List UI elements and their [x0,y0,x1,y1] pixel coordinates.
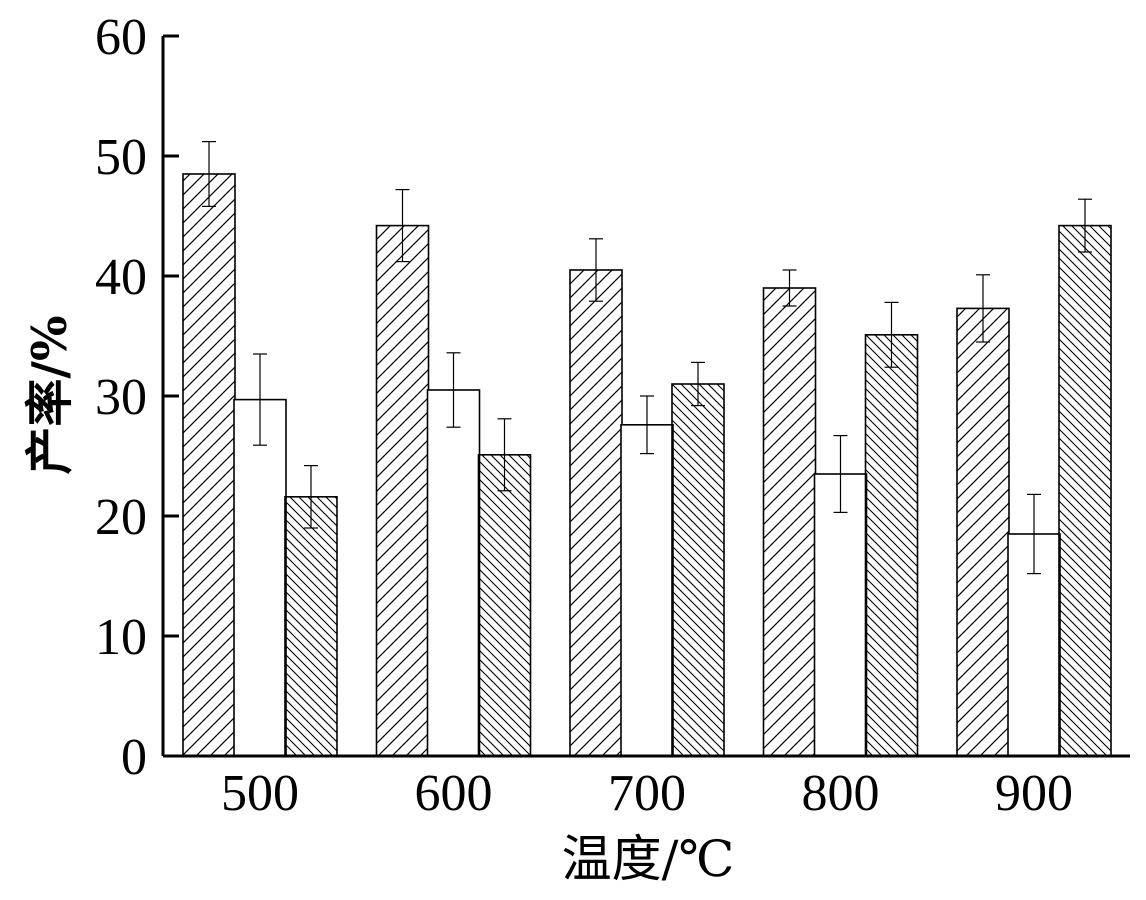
y-tick-label: 40 [95,249,147,306]
error-bar-700-series-3 [691,361,705,407]
error-bar-500-series-1 [202,141,216,207]
bar-600-series-2 [426,389,481,757]
y-axis-title: 产率/% [22,315,78,474]
x-tick-label: 700 [608,765,686,822]
error-bar-700-series-1 [589,238,603,302]
error-bar-600-series-1 [395,189,410,263]
error-bar-500-series-2 [253,353,267,446]
bar-900-series-3 [1058,224,1112,757]
y-tick-label: 20 [95,489,147,546]
bar-700-series-1 [569,269,623,757]
error-bar-700-series-2 [640,395,654,455]
error-bar-900-series-1 [976,274,990,343]
x-tick-label: 600 [415,765,493,822]
error-bars-layer [202,141,1092,575]
x-tick-labels: 500 600 700 800 900 [221,765,1073,822]
y-tick-label: 10 [95,609,147,666]
error-bar-900-series-2 [1027,493,1041,575]
y-tick-label: 0 [121,729,147,786]
bar-700-series-3 [671,383,725,757]
y-ticks: 0 10 20 30 40 50 60 [95,9,179,786]
bar-500-series-3 [284,495,338,757]
bar-800-series-2 [813,473,868,757]
x-axis-title: 温度/℃ [562,830,735,888]
error-bar-800-series-2 [833,435,848,514]
error-bar-800-series-1 [782,269,797,307]
bar-600-series-1 [375,224,430,757]
x-tick-label: 500 [221,765,299,822]
error-bar-600-series-2 [446,352,461,428]
bar-800-series-3 [864,333,919,757]
error-bar-600-series-3 [497,418,512,492]
y-tick-label: 30 [95,369,147,426]
y-tick-label: 50 [95,129,147,186]
error-bar-900-series-3 [1078,198,1092,253]
bar-500-series-1 [182,173,236,757]
bar-500-series-2 [233,398,287,757]
x-tick-label: 800 [802,765,880,822]
bar-700-series-2 [620,423,674,757]
bar-800-series-1 [762,287,817,757]
error-bar-500-series-3 [304,465,318,529]
error-bar-800-series-3 [884,301,899,368]
x-tick-label: 900 [995,765,1073,822]
bar-600-series-3 [477,453,532,757]
y-tick-label: 60 [95,9,147,66]
bars-layer [182,173,1112,757]
bar-900-series-1 [956,307,1010,757]
